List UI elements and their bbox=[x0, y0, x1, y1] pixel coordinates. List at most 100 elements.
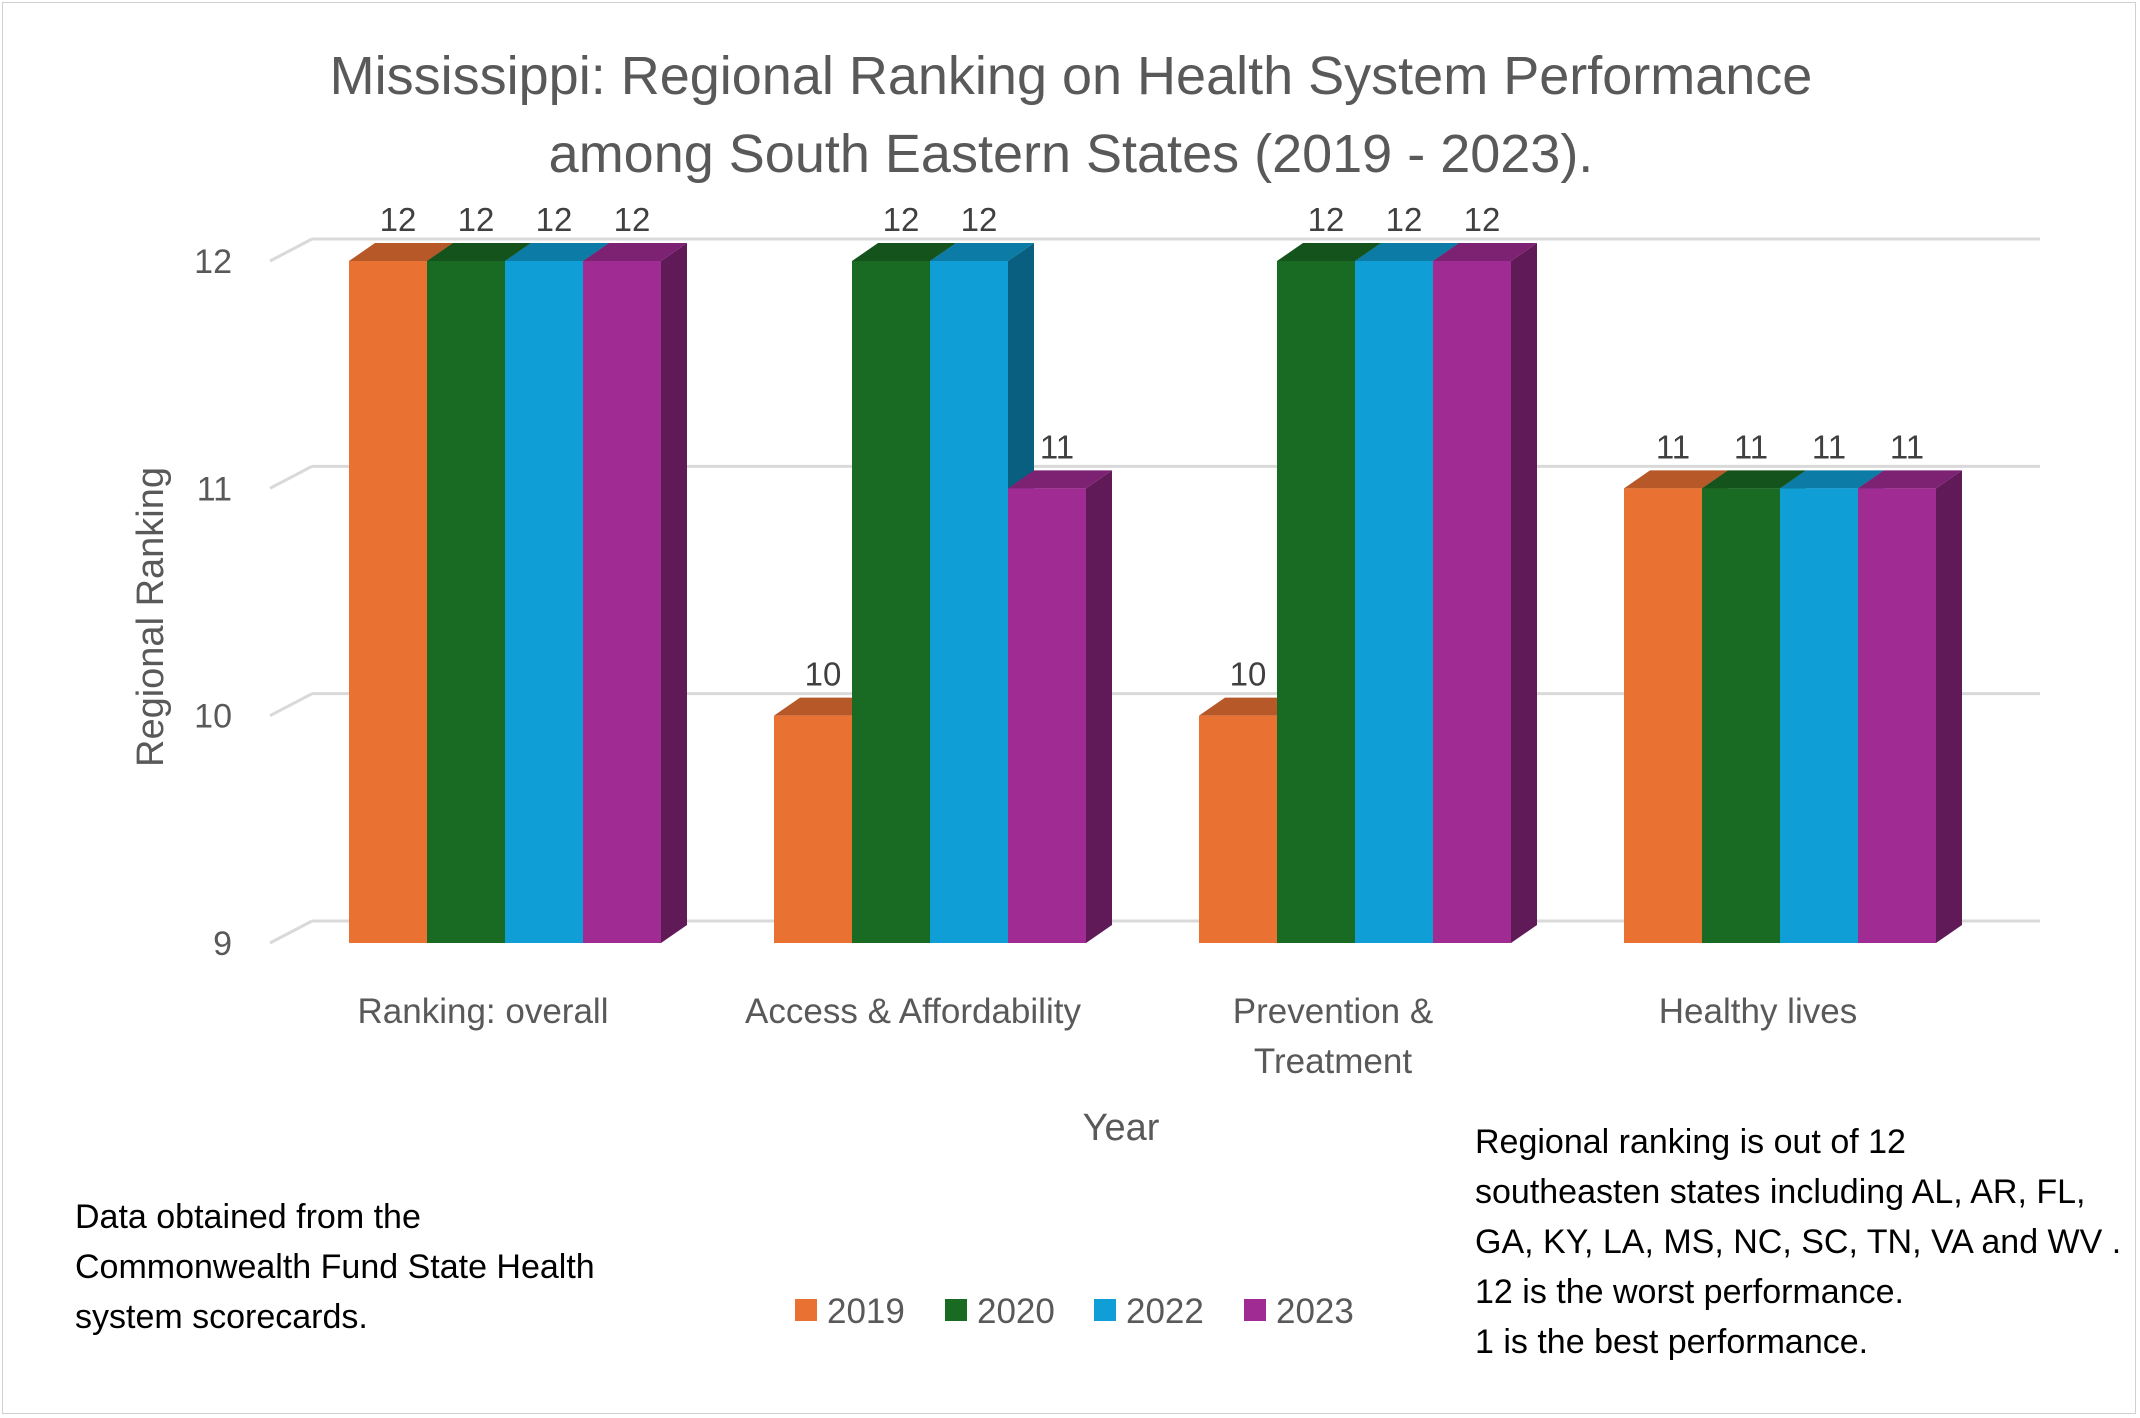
y-axis-ticks: 9 10 11 12 bbox=[194, 243, 232, 963]
source-note-line: Data obtained from the bbox=[75, 1198, 421, 1236]
category-label: Prevention & bbox=[1233, 992, 1433, 1031]
gridline-depth bbox=[269, 465, 313, 490]
ranking-explanation-note: Regional ranking is out of 12 southeasten… bbox=[1475, 1117, 2135, 1367]
legend-label: 2023 bbox=[1276, 1292, 1354, 1331]
data-label: 10 bbox=[805, 656, 842, 693]
legend-swatch bbox=[945, 1299, 967, 1321]
bar-front bbox=[1858, 488, 1936, 943]
bar-front bbox=[349, 261, 427, 943]
y-tick-label: 10 bbox=[194, 698, 232, 736]
data-label: 12 bbox=[614, 201, 651, 238]
bar-top bbox=[505, 243, 609, 261]
bar-top bbox=[852, 243, 956, 261]
bar-front bbox=[930, 261, 1008, 943]
bar-front bbox=[1433, 261, 1511, 943]
data-label: 12 bbox=[380, 201, 417, 238]
bar-top bbox=[427, 243, 531, 261]
source-note-line: system scorecards. bbox=[75, 1298, 368, 1336]
chart-title-line: Mississippi: Regional Ranking on Health … bbox=[330, 46, 1813, 106]
bar-side bbox=[1086, 470, 1112, 943]
bar-top bbox=[930, 243, 1034, 261]
bar-top bbox=[1277, 243, 1381, 261]
gridline-depth bbox=[269, 919, 313, 945]
data-label: 12 bbox=[883, 201, 920, 238]
bar-front bbox=[1624, 488, 1702, 943]
bar-front bbox=[427, 261, 505, 943]
legend-item-2019: 2019 bbox=[795, 1292, 905, 1331]
bar-top bbox=[1008, 470, 1112, 489]
bar-top bbox=[583, 243, 687, 261]
data-label: 11 bbox=[1656, 428, 1690, 465]
legend-swatch bbox=[1094, 1299, 1116, 1321]
bar-top bbox=[1858, 470, 1962, 489]
legend-label: 2019 bbox=[827, 1292, 905, 1331]
bar-front bbox=[1355, 261, 1433, 943]
explanation-note-line: Regional ranking is out of 12 bbox=[1475, 1123, 1906, 1161]
bars bbox=[349, 243, 1962, 943]
explanation-note-line: 1 is the best performance. bbox=[1475, 1323, 1869, 1361]
y-tick-label: 9 bbox=[213, 925, 232, 963]
bar-front bbox=[1702, 488, 1780, 943]
bar-2023-2 bbox=[1433, 243, 1537, 943]
category-label: Treatment bbox=[1254, 1042, 1412, 1081]
data-labels: 12 12 12 12 10 12 12 11 10 12 12 12 11 11 11 11 bbox=[380, 201, 1924, 693]
source-note-line: Commonwealth Fund State Health bbox=[75, 1248, 595, 1286]
data-label: 12 bbox=[961, 201, 998, 238]
legend-swatch bbox=[1244, 1299, 1266, 1321]
source-note: Data obtained from the Commonwealth Fund … bbox=[75, 1192, 715, 1342]
explanation-note-line: 12 is the worst performance. bbox=[1475, 1273, 1904, 1311]
bar-2023-3 bbox=[1858, 470, 1962, 943]
y-tick-label: 11 bbox=[197, 470, 232, 508]
explanation-note-line: GA, KY, LA, MS, NC, SC, TN, VA and WV . bbox=[1475, 1223, 2122, 1261]
bar-side bbox=[1511, 243, 1537, 943]
category-label: Ranking: overall bbox=[358, 992, 609, 1031]
x-axis-categories: Ranking: overall Access & Affordability Pr… bbox=[358, 992, 1858, 1081]
legend-label: 2022 bbox=[1126, 1292, 1204, 1331]
explanation-note-line: southeasten states including AL, AR, FL, bbox=[1475, 1173, 2086, 1211]
y-tick-label: 12 bbox=[194, 243, 232, 281]
category-label: Access & Affordability bbox=[745, 992, 1081, 1031]
bar-2023-1 bbox=[1008, 470, 1112, 943]
data-label: 11 bbox=[1734, 428, 1768, 465]
bar-front bbox=[505, 261, 583, 943]
data-label: 12 bbox=[1308, 201, 1345, 238]
category-label: Healthy lives bbox=[1659, 992, 1857, 1031]
gridline-depth bbox=[269, 237, 313, 263]
data-label: 10 bbox=[1230, 656, 1267, 693]
bar-front bbox=[1008, 488, 1086, 943]
bar-front bbox=[1780, 488, 1858, 943]
data-label: 12 bbox=[1386, 201, 1423, 238]
data-label: 11 bbox=[1890, 428, 1924, 465]
data-label: 12 bbox=[536, 201, 573, 238]
chart-title: Mississippi: Regional Ranking on Health … bbox=[330, 46, 1813, 184]
gridline-depth bbox=[269, 692, 313, 717]
bar-front bbox=[1277, 261, 1355, 943]
bar-top bbox=[349, 243, 453, 261]
y-axis-title: Regional Ranking bbox=[130, 467, 172, 767]
bar-front bbox=[774, 715, 852, 943]
bar-2023-0 bbox=[583, 243, 687, 943]
bar-front bbox=[583, 261, 661, 943]
data-label: 11 bbox=[1040, 428, 1074, 465]
legend: 2019 2020 2022 2023 bbox=[795, 1292, 1354, 1331]
legend-item-2023: 2023 bbox=[1244, 1292, 1354, 1331]
data-label: 12 bbox=[458, 201, 495, 238]
legend-label: 2020 bbox=[977, 1292, 1055, 1331]
data-label: 12 bbox=[1464, 201, 1501, 238]
bar-top bbox=[1780, 470, 1884, 489]
bar-front bbox=[852, 261, 930, 943]
bar-top bbox=[1355, 243, 1459, 261]
bar-top bbox=[1433, 243, 1537, 261]
chart-title-line: among South Eastern States (2019 - 2023)… bbox=[549, 124, 1594, 184]
bar-side bbox=[661, 243, 687, 943]
bar-side bbox=[1936, 470, 1962, 943]
x-axis-title: Year bbox=[1083, 1107, 1160, 1149]
bar-top bbox=[1702, 470, 1806, 489]
legend-item-2022: 2022 bbox=[1094, 1292, 1204, 1331]
legend-swatch bbox=[795, 1299, 817, 1321]
data-label: 11 bbox=[1812, 428, 1846, 465]
bar-top bbox=[1624, 470, 1728, 489]
bar-front bbox=[1199, 715, 1277, 943]
